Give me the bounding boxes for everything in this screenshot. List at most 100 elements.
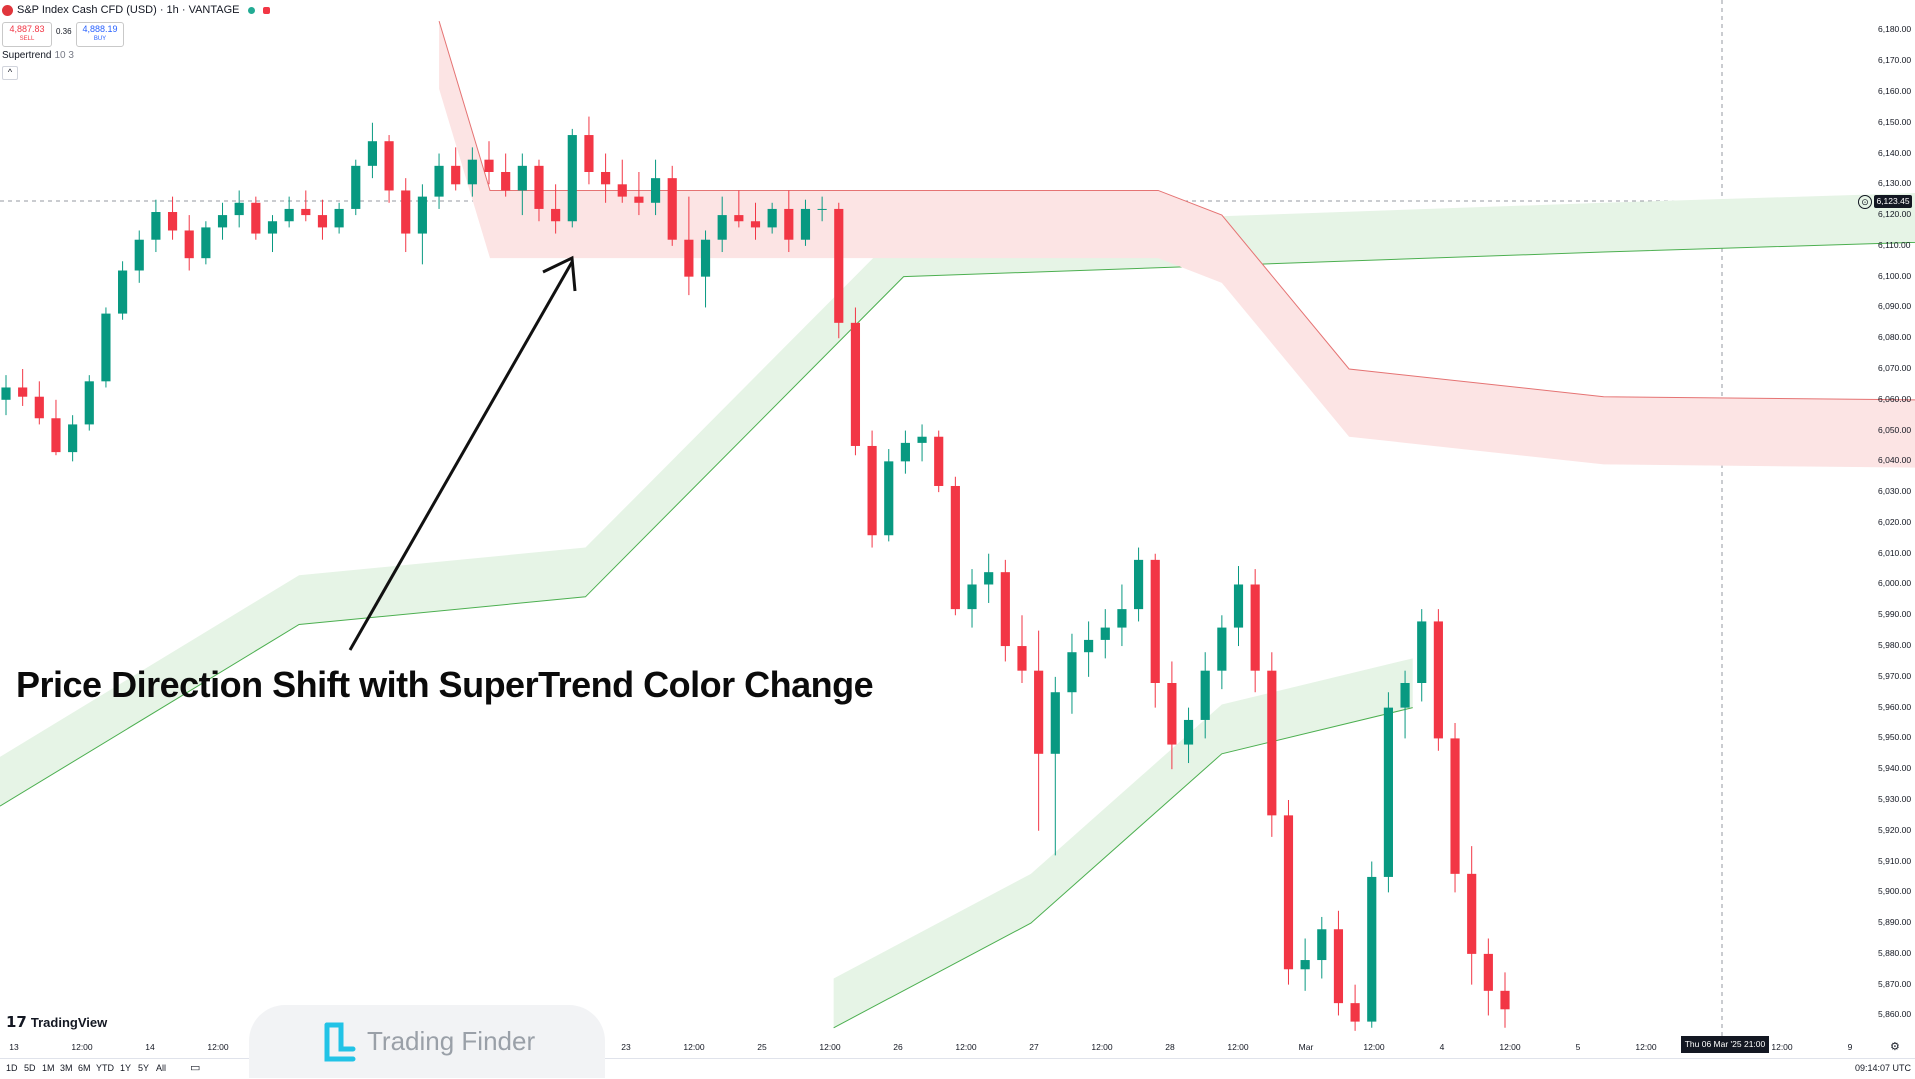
price-axis-label: 6,070.00	[1878, 363, 1912, 373]
candle-body	[434, 165, 444, 197]
price-axis-label: 5,930.00	[1878, 793, 1912, 804]
axis-settings-icon[interactable]: ⚙	[1890, 1041, 1900, 1053]
indicator-legend[interactable]: Supertrend 10 3	[2, 50, 74, 61]
sell-button[interactable]: 4,887.83 SELL	[2, 22, 52, 47]
candle-body	[950, 485, 960, 610]
candle-body	[1167, 682, 1177, 745]
candle	[617, 159, 627, 203]
candle-body	[1333, 929, 1344, 1004]
candle-body	[584, 135, 594, 172]
candle	[217, 202, 228, 240]
buy-label: BUY	[93, 36, 107, 42]
time-axis-label: 12:00	[683, 1042, 705, 1052]
candle-body	[1084, 639, 1094, 653]
candle-body	[251, 202, 261, 234]
candle-body	[18, 387, 28, 397]
candle	[251, 196, 261, 240]
candle-body	[717, 215, 727, 240]
candle-body	[1350, 1003, 1360, 1022]
candle-body	[850, 322, 861, 446]
range-button-5y[interactable]: 5Y	[138, 1063, 150, 1073]
supertrend-layer	[0, 21, 1915, 1029]
price-axis-label: 6,000.00	[1878, 578, 1912, 589]
candle-body	[967, 584, 977, 610]
candle-body	[1500, 990, 1510, 1010]
candle	[101, 307, 111, 388]
candle-body	[1067, 652, 1077, 693]
candle	[1183, 707, 1194, 764]
symbol-title[interactable]: S&P Index Cash CFD (USD) · 1h · VANTAGE	[17, 4, 240, 16]
candle	[684, 196, 694, 296]
candle-body	[1183, 719, 1194, 745]
supertrend-line-2	[833, 707, 1413, 1029]
range-button-3m[interactable]: 3M	[60, 1063, 73, 1073]
range-button-ytd[interactable]: YTD	[96, 1063, 114, 1073]
candle	[417, 184, 427, 265]
candle	[1167, 661, 1177, 770]
price-axis-label: 6,050.00	[1878, 424, 1912, 435]
range-button-all[interactable]: All	[156, 1063, 167, 1073]
candle	[601, 153, 611, 203]
candle-body	[1300, 960, 1310, 970]
time-axis-label: 12:00	[1771, 1042, 1793, 1052]
time-axis-label: 12:00	[1635, 1042, 1657, 1052]
time-axis-label: Mar	[1298, 1042, 1314, 1052]
price-axis-label: 6,080.00	[1878, 332, 1912, 343]
range-button-5d[interactable]: 5D	[24, 1063, 36, 1073]
price-axis-label: 6,040.00	[1878, 455, 1912, 466]
price-axis-label: 5,860.00	[1878, 1009, 1912, 1020]
candle-body	[601, 171, 611, 185]
candle	[484, 141, 494, 185]
candle-body	[617, 184, 627, 197]
candle	[384, 135, 394, 203]
candle	[767, 202, 777, 234]
range-button-1y[interactable]: 1Y	[120, 1063, 132, 1073]
candle	[1017, 615, 1027, 683]
candle-body	[800, 208, 811, 240]
candle-body	[51, 418, 61, 453]
price-tag-icon[interactable]: ⊙	[1858, 195, 1872, 209]
candle	[167, 196, 178, 240]
candle	[467, 147, 477, 197]
candle	[834, 202, 844, 339]
candle	[717, 196, 727, 253]
time-axis-label: 4	[1439, 1042, 1445, 1052]
tradingview-logo[interactable]: 𝟭𝟳 TradingView	[6, 1013, 107, 1031]
candle	[118, 261, 128, 320]
price-axis-label: 6,180.00	[1878, 24, 1912, 35]
price-axis-label: 6,120.00	[1878, 209, 1912, 220]
candle-body	[934, 436, 944, 486]
candle-body	[1433, 621, 1443, 739]
candle	[1333, 910, 1344, 1016]
candle	[1467, 846, 1477, 985]
candle-body	[417, 196, 427, 234]
candle-body	[167, 212, 178, 231]
candle	[734, 190, 744, 228]
range-button-1d[interactable]: 1D	[6, 1063, 18, 1073]
candle-body	[1000, 572, 1010, 647]
time-axis-label: 14	[145, 1042, 155, 1052]
candle-body	[301, 208, 311, 216]
candle	[184, 215, 194, 271]
time-axis-label: 12:00	[207, 1042, 229, 1052]
goto-date-icon[interactable]: ▭	[190, 1062, 201, 1074]
candle	[1367, 861, 1377, 1028]
candle-body	[1200, 670, 1210, 720]
collapse-legend-button[interactable]: ^	[2, 66, 18, 80]
range-button-6m[interactable]: 6M	[78, 1063, 91, 1073]
price-axis-label: 5,950.00	[1878, 732, 1912, 743]
candle-body	[1450, 738, 1460, 874]
candle	[201, 221, 211, 265]
candle	[267, 215, 278, 253]
candle-body	[334, 208, 344, 228]
time-axis-label: 12:00	[1499, 1042, 1521, 1052]
price-axis-label: 6,160.00	[1878, 85, 1912, 96]
buy-button[interactable]: 4,888.19 BUY	[76, 22, 124, 47]
candle	[800, 199, 811, 246]
time-axis-label: 28	[1165, 1042, 1175, 1052]
utc-clock[interactable]: 09:14:07 UTC	[1855, 1063, 1912, 1073]
candle	[567, 128, 577, 228]
range-button-1m[interactable]: 1M	[42, 1063, 55, 1073]
candle-body	[384, 141, 394, 191]
